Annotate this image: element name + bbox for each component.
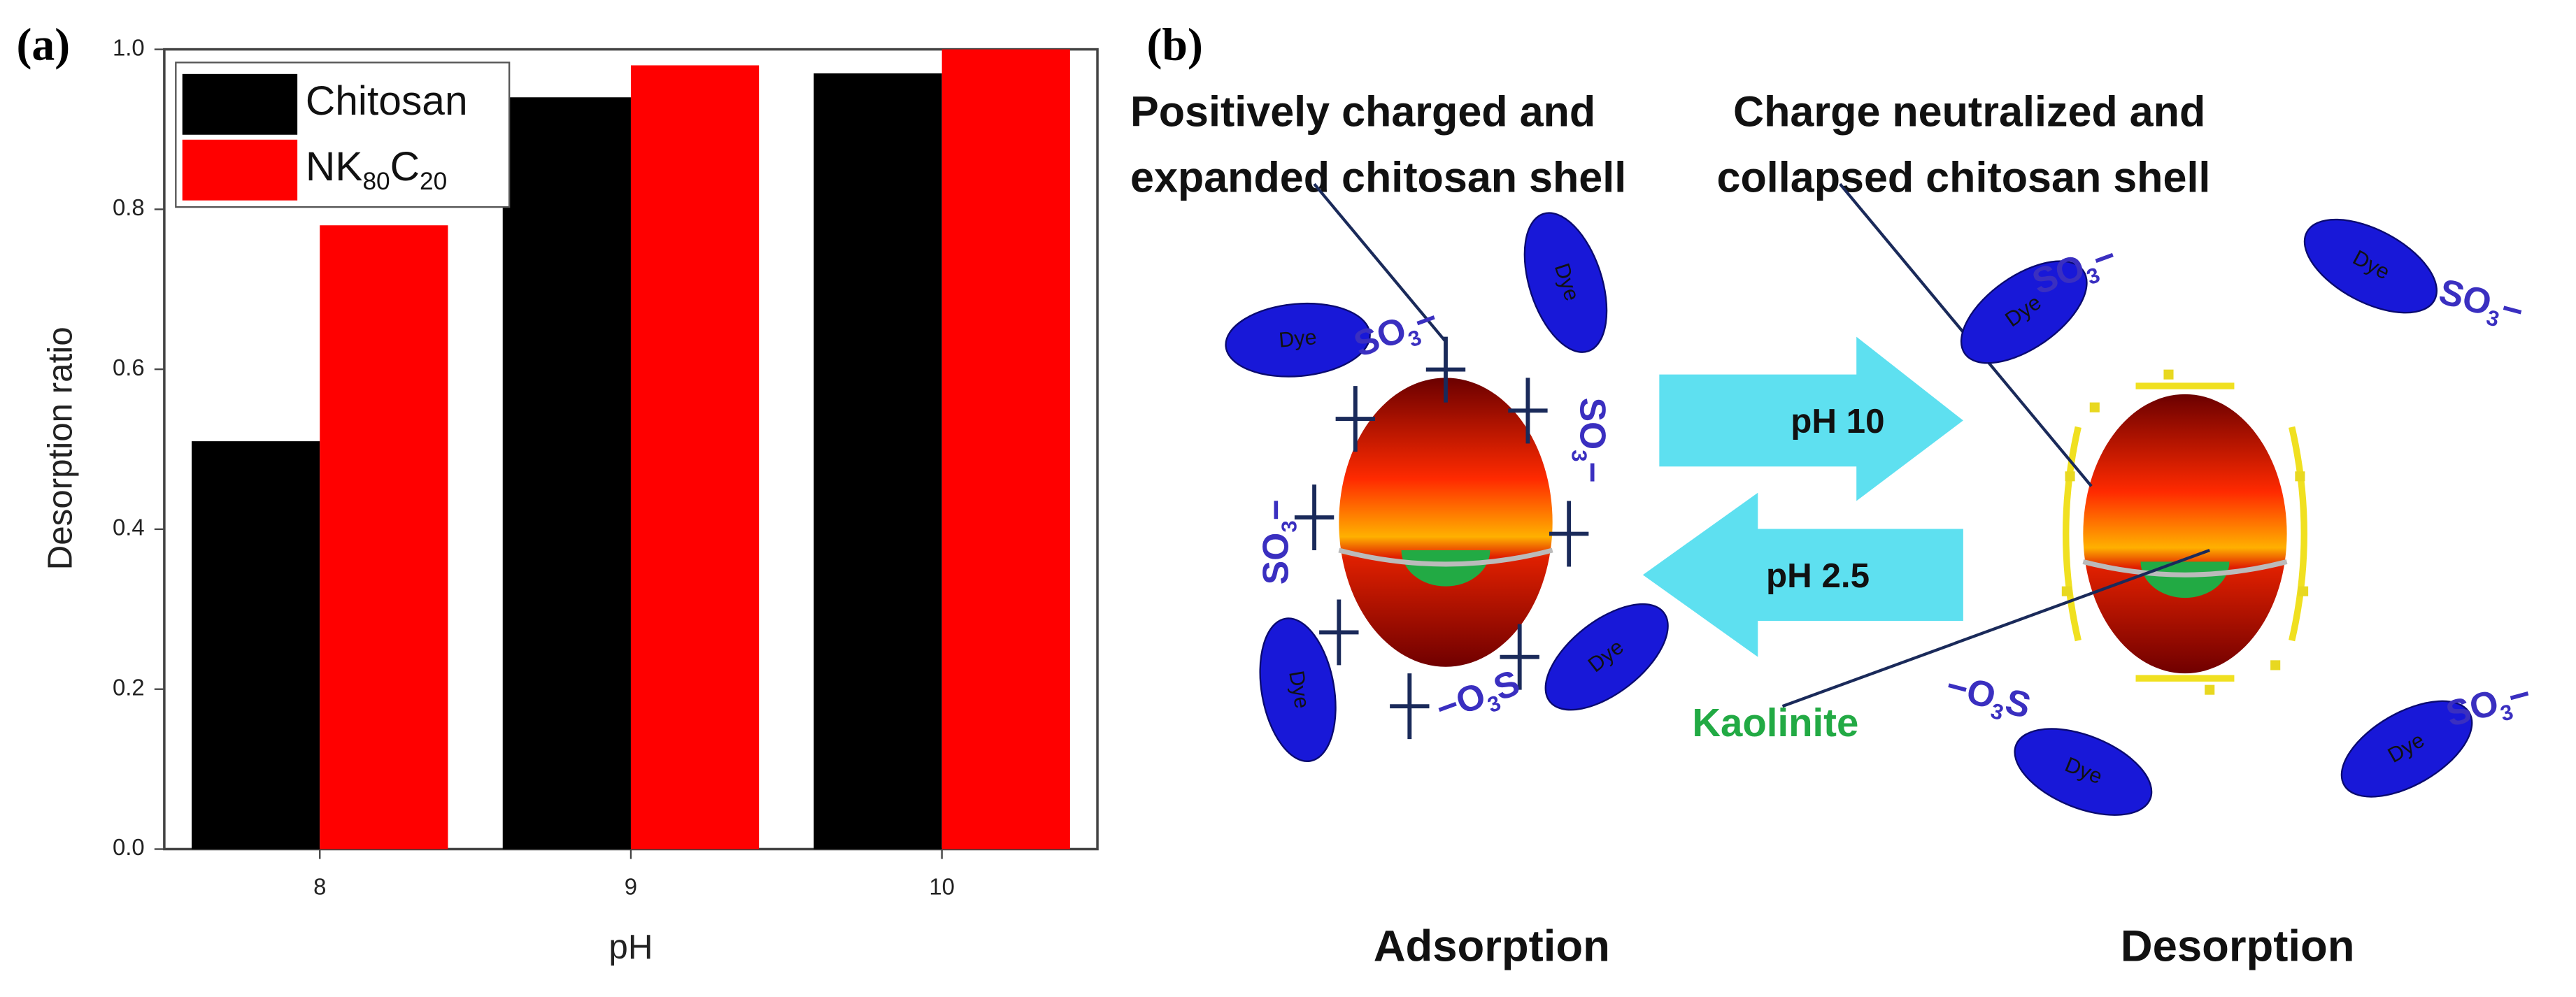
dye: Dye <box>2303 218 2438 314</box>
sulfonate: SO3− <box>2433 271 2528 337</box>
sulfonate: SO3− <box>1349 297 1444 370</box>
core <box>1401 550 1490 587</box>
x-tick-label: 9 <box>625 874 637 900</box>
dye: Dye <box>1960 260 2088 364</box>
sulfonate: −O3S <box>1941 664 2035 731</box>
neutral-dot <box>2295 471 2305 482</box>
heading: collapsed chitosan shell <box>1717 154 2211 201</box>
legend-label: Chitosan <box>306 78 468 124</box>
neutral-dot <box>2065 471 2075 482</box>
sulfonate: SO3− <box>1567 398 1614 483</box>
legend-swatch <box>182 139 298 201</box>
neutral-dot <box>2061 586 2072 596</box>
x-tick-label: 8 <box>313 874 326 900</box>
x-tick-label: 10 <box>929 874 955 900</box>
arrow-right <box>1659 336 1963 501</box>
spheres <box>1338 378 2307 682</box>
neutral-dot <box>2089 402 2100 413</box>
equator <box>1338 547 1553 567</box>
dye-body <box>2303 218 2438 314</box>
bar <box>192 441 320 849</box>
arrow-label: pH 2.5 <box>1766 557 1870 595</box>
dye: Dye <box>1544 603 1669 711</box>
neutral-dot <box>2163 369 2174 380</box>
bar <box>630 65 760 849</box>
sulfonate: −O3S <box>1430 661 1526 734</box>
neutral-dot <box>2270 660 2281 670</box>
bar <box>502 97 631 849</box>
legend-swatch <box>182 73 298 135</box>
dye: Dye <box>1523 212 1608 353</box>
dye: Dye <box>2340 700 2473 798</box>
caption: Adsorption <box>1374 922 1610 971</box>
panel-label: (a) <box>16 20 70 71</box>
legend: Chitosan NK80C20 <box>175 62 511 208</box>
dye: Dye <box>1225 302 1371 378</box>
particle <box>2083 394 2287 674</box>
sulfonate: SO3− <box>2442 673 2536 739</box>
dye-body <box>1259 617 1337 762</box>
dye-body <box>1523 212 1608 353</box>
arrow-left <box>1642 492 1963 657</box>
dye-body <box>1544 603 1669 711</box>
kaolinite-label: Kaolinite <box>1692 701 1858 745</box>
dye: Dye <box>2014 728 2153 816</box>
y-axis-label: Desorption ratio <box>41 327 79 570</box>
bar <box>941 49 1070 849</box>
core <box>2140 561 2230 598</box>
bar <box>813 73 942 849</box>
collapsed-shell <box>2062 382 2307 682</box>
y-tick-label: 0.2 <box>113 674 145 700</box>
y-tick-label: 1.0 <box>113 34 145 60</box>
arrow-label: pH 10 <box>1791 402 1884 440</box>
y-tick-label: 0.6 <box>113 354 145 380</box>
sulfonate: SO3− <box>1255 499 1301 584</box>
neutral-dot <box>2298 586 2309 596</box>
neutral-dot <box>2205 684 2215 695</box>
dye-body <box>2014 728 2153 816</box>
heading: Charge neutralized and <box>1733 88 2205 136</box>
y-tick-label: 0.4 <box>113 515 145 540</box>
heading: Positively charged and <box>1130 88 1595 136</box>
legend-label: NK80C20 <box>306 144 447 195</box>
arrows <box>1642 336 1963 657</box>
dye: Dye <box>1259 617 1337 762</box>
dye-body <box>1960 260 2088 364</box>
dye-label: Dye <box>1278 325 1318 352</box>
y-tick-label: 0.0 <box>113 834 145 860</box>
dye-body <box>2340 700 2473 798</box>
equator <box>2082 559 2288 578</box>
y-tick-label: 0.8 <box>113 194 145 220</box>
panel-label: (b) <box>1146 20 1202 71</box>
bar <box>320 225 448 849</box>
caption: Desorption <box>2121 922 2355 971</box>
x-axis-label: pH <box>609 928 653 966</box>
particle <box>1339 378 1553 667</box>
heading: expanded chitosan shell <box>1130 154 1626 201</box>
